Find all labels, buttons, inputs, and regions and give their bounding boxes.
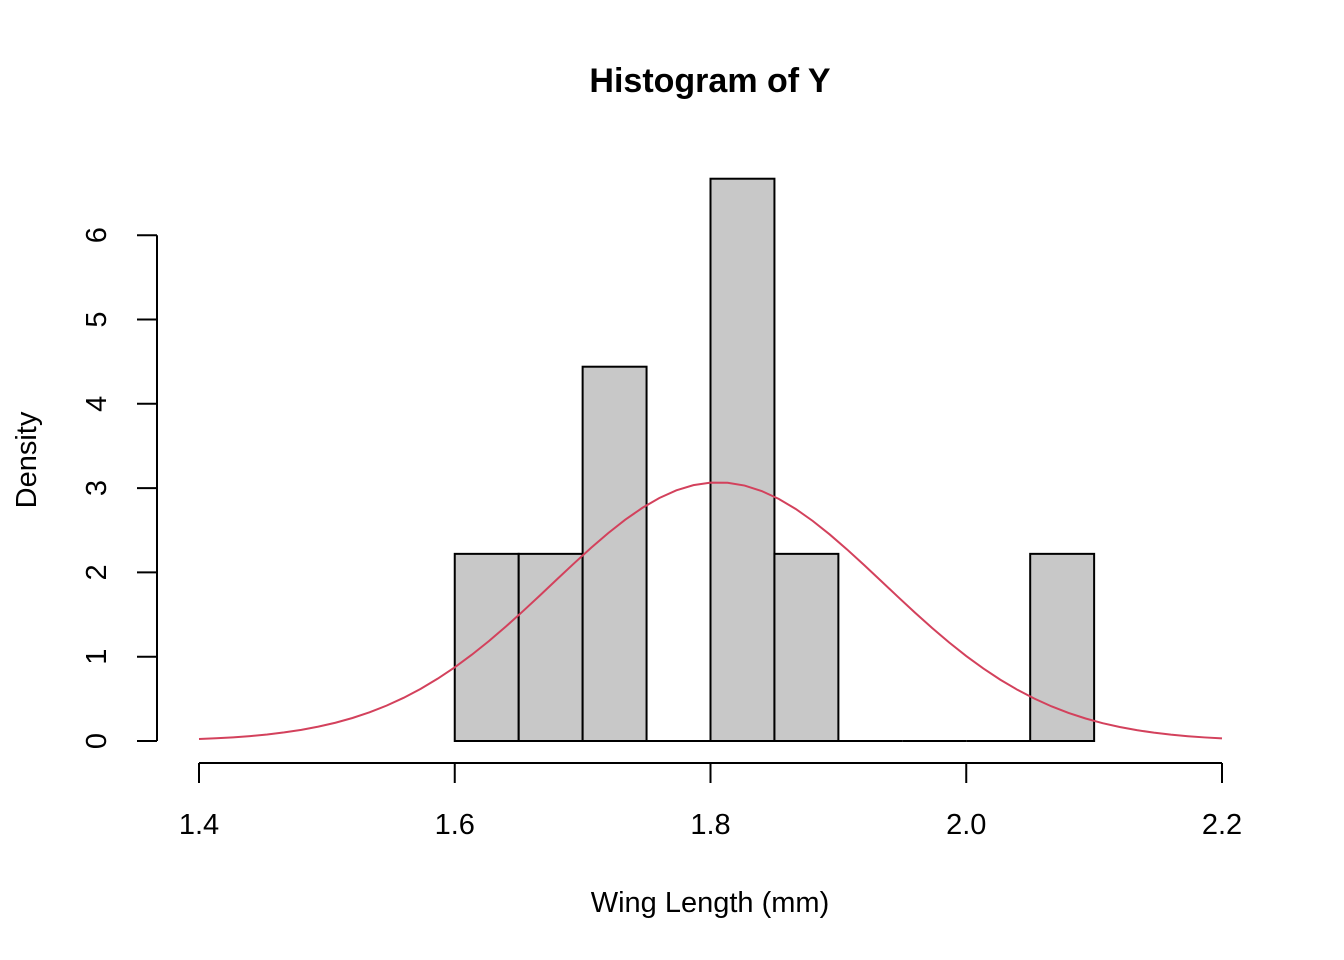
density-curve bbox=[198, 481, 1223, 741]
y-tick-label-1: 1 bbox=[81, 649, 113, 665]
x-tick-label-2: 1.8 bbox=[690, 809, 730, 841]
x-tick-label-4: 2.2 bbox=[1202, 809, 1242, 841]
y-tick-label-5: 5 bbox=[81, 311, 113, 327]
chart-title: Histogram of Y bbox=[589, 62, 831, 100]
x-axis: 1.4 1.6 1.8 2.0 2.2 bbox=[179, 762, 1242, 841]
x-axis-title: Wing Length (mm) bbox=[591, 887, 830, 919]
histogram-bar-4 bbox=[709, 177, 776, 742]
y-tick-label-3: 3 bbox=[81, 480, 113, 496]
histogram-bar-9 bbox=[1029, 552, 1096, 742]
x-tick-label-3: 2.0 bbox=[946, 809, 986, 841]
bars-group bbox=[453, 177, 1096, 742]
y-tick-label-2: 2 bbox=[81, 564, 113, 580]
y-tick-label-4: 4 bbox=[81, 396, 113, 412]
y-axis-title: Density bbox=[11, 411, 43, 508]
histogram-bar-0 bbox=[453, 552, 520, 742]
histogram-bar-1 bbox=[517, 552, 584, 742]
y-axis: 0 1 2 3 4 5 6 bbox=[81, 227, 158, 749]
x-tick-label-1: 1.6 bbox=[435, 809, 475, 841]
histogram-bar-2 bbox=[581, 365, 648, 742]
y-tick-label-6: 6 bbox=[81, 227, 113, 243]
x-tick-label-0: 1.4 bbox=[179, 809, 219, 841]
histogram-bar-5 bbox=[773, 552, 840, 742]
y-tick-label-0: 0 bbox=[81, 733, 113, 749]
